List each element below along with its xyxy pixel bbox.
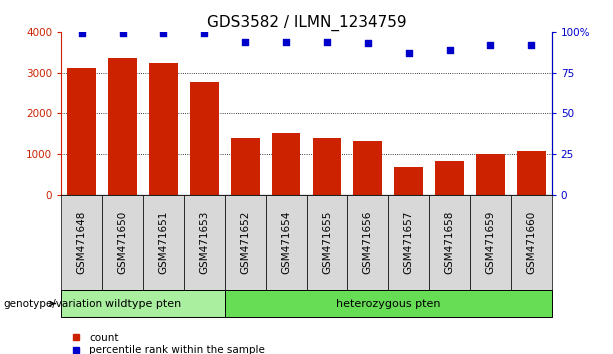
Text: GSM471655: GSM471655 xyxy=(322,211,332,274)
Bar xyxy=(143,195,184,290)
Text: GSM471659: GSM471659 xyxy=(485,211,495,274)
Point xyxy=(281,39,291,45)
Bar xyxy=(190,82,219,195)
Bar xyxy=(388,195,429,290)
Point xyxy=(322,39,332,45)
Bar xyxy=(225,290,552,317)
Bar xyxy=(272,133,300,195)
Bar xyxy=(476,154,504,195)
Bar xyxy=(470,195,511,290)
Point xyxy=(199,31,209,36)
Point xyxy=(77,31,86,36)
Bar xyxy=(306,195,348,290)
Bar xyxy=(109,57,137,195)
Bar xyxy=(354,141,382,195)
Bar xyxy=(184,195,225,290)
Text: GSM471648: GSM471648 xyxy=(77,211,86,274)
Bar xyxy=(149,63,178,195)
Bar xyxy=(61,195,102,290)
Bar xyxy=(313,138,341,195)
Text: heterozygous pten: heterozygous pten xyxy=(336,298,441,309)
Point xyxy=(363,40,373,46)
Text: GSM471656: GSM471656 xyxy=(363,211,373,274)
Bar xyxy=(511,195,552,290)
Bar xyxy=(348,195,388,290)
Bar xyxy=(231,138,259,195)
Bar xyxy=(61,290,225,317)
Bar xyxy=(102,195,143,290)
Point xyxy=(527,42,536,48)
Point xyxy=(444,47,454,53)
Bar xyxy=(517,151,546,195)
Bar xyxy=(394,167,423,195)
Legend: count, percentile rank within the sample: count, percentile rank within the sample xyxy=(66,329,270,354)
Bar xyxy=(435,160,464,195)
Text: GSM471650: GSM471650 xyxy=(118,211,128,274)
Point xyxy=(118,31,128,36)
Bar xyxy=(225,195,265,290)
Text: GSM471652: GSM471652 xyxy=(240,211,250,274)
Bar xyxy=(429,195,470,290)
Point xyxy=(404,50,414,56)
Text: GSM471653: GSM471653 xyxy=(199,211,209,274)
Text: wildtype pten: wildtype pten xyxy=(105,298,181,309)
Text: GSM471651: GSM471651 xyxy=(159,211,169,274)
Point xyxy=(240,39,250,45)
Text: GSM471657: GSM471657 xyxy=(404,211,414,274)
Title: GDS3582 / ILMN_1234759: GDS3582 / ILMN_1234759 xyxy=(207,14,406,30)
Bar xyxy=(265,195,306,290)
Bar xyxy=(67,68,96,195)
Text: genotype/variation: genotype/variation xyxy=(3,298,102,309)
Point xyxy=(159,31,169,36)
Text: GSM471660: GSM471660 xyxy=(527,211,536,274)
Text: GSM471658: GSM471658 xyxy=(444,211,454,274)
Point xyxy=(485,42,495,48)
Text: GSM471654: GSM471654 xyxy=(281,211,291,274)
